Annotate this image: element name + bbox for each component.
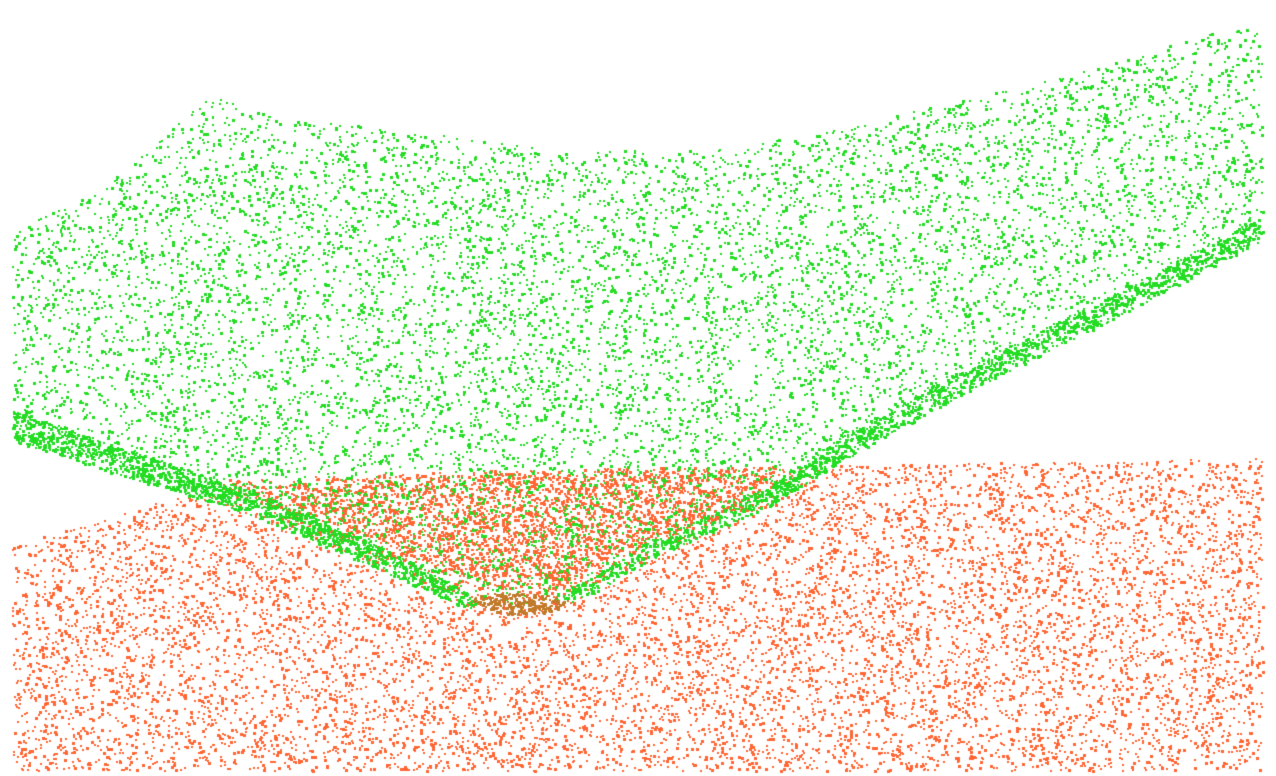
point-cloud-render[interactable]: [0, 0, 1276, 776]
point-cloud-viewport[interactable]: [0, 0, 1276, 776]
